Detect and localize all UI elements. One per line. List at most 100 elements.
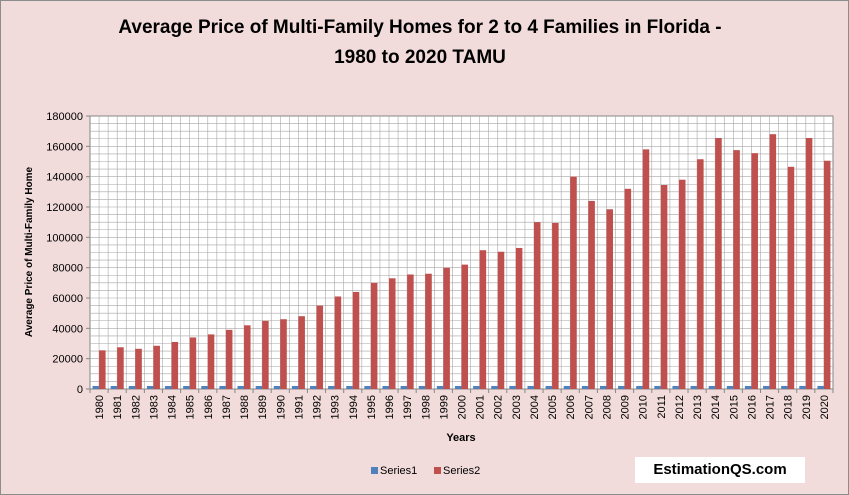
x-tick-label: 1986 bbox=[203, 395, 215, 419]
bar-series2-2010 bbox=[642, 149, 650, 389]
bar-series1-2006 bbox=[563, 385, 571, 389]
bar-series2-1997 bbox=[407, 274, 414, 389]
bar-series2-2008 bbox=[606, 209, 613, 389]
bar-series1-1994 bbox=[346, 385, 353, 389]
bar-series1-1998 bbox=[418, 385, 426, 389]
bar-series2-2000 bbox=[461, 264, 469, 389]
bar-series1-2020 bbox=[817, 385, 824, 389]
bar-series1-2010 bbox=[636, 385, 643, 389]
bar-series2-2004 bbox=[533, 222, 541, 389]
bar-series1-1980 bbox=[92, 385, 100, 389]
bar-series2-1985 bbox=[189, 337, 197, 389]
x-tick-label: 1985 bbox=[185, 395, 197, 419]
x-tick-label: 2013 bbox=[692, 395, 704, 419]
bar-series1-2004 bbox=[527, 385, 534, 389]
x-axis-ticks: 1980 1981 1982 1983 1984 1985 1986 1987 1988 1989… bbox=[89, 389, 834, 419]
x-tick-label: 2015 bbox=[728, 395, 740, 419]
bar-series2-1983 bbox=[153, 345, 160, 389]
bar-series1-1992 bbox=[310, 385, 317, 389]
bar-series2-2018 bbox=[787, 166, 795, 389]
bar-series1-1999 bbox=[436, 385, 444, 389]
bar-series1-2017 bbox=[763, 385, 770, 389]
bar-series2-1986 bbox=[207, 334, 215, 389]
x-tick-label: 2006 bbox=[565, 395, 577, 419]
bar-series2-2016 bbox=[751, 153, 758, 389]
bar-series2-1982 bbox=[135, 348, 142, 389]
x-tick-label: 1996 bbox=[384, 395, 396, 419]
bar-series2-2001 bbox=[479, 250, 487, 389]
x-tick-label: 2007 bbox=[583, 395, 595, 419]
bar-series1-2016 bbox=[744, 385, 752, 389]
bar-series1-1987 bbox=[219, 385, 226, 389]
x-tick-label: 1991 bbox=[293, 395, 305, 419]
bar-series2-2011 bbox=[660, 185, 668, 389]
x-tick-label: 2020 bbox=[819, 395, 831, 419]
x-tick-label: 2010 bbox=[638, 395, 650, 419]
bar-series1-2005 bbox=[545, 385, 553, 389]
y-axis-ticks: 0 20000 40000 60000 80000 100000 120000 140000 1… bbox=[46, 111, 90, 396]
x-tick-label: 1999 bbox=[438, 395, 450, 419]
bar-series2-2019 bbox=[805, 137, 813, 389]
watermark-badge: EstimationQS.com bbox=[635, 457, 805, 483]
bar-series2-2005 bbox=[552, 222, 559, 389]
bar-series2-1981 bbox=[117, 347, 124, 389]
bar-series1-2000 bbox=[454, 385, 462, 389]
x-tick-label: 2011 bbox=[656, 395, 668, 419]
x-tick-label: 1998 bbox=[420, 395, 432, 419]
legend-label-series2: Series2 bbox=[443, 465, 480, 477]
bar-series2-1995 bbox=[370, 282, 378, 389]
legend-label-series1: Series1 bbox=[380, 465, 417, 477]
x-tick-label: 1994 bbox=[348, 395, 360, 419]
x-tick-label: 2018 bbox=[783, 395, 795, 419]
y-tick-label: 100000 bbox=[46, 232, 83, 244]
x-tick-label: 1987 bbox=[221, 395, 233, 419]
bar-series1-1986 bbox=[201, 385, 208, 389]
bar-series2-2003 bbox=[515, 247, 523, 389]
bar-series2-1992 bbox=[316, 305, 324, 389]
bar-series2-2002 bbox=[497, 251, 505, 389]
x-tick-label: 1993 bbox=[330, 395, 342, 419]
bar-series2-1991 bbox=[298, 316, 305, 389]
bar-series1-1991 bbox=[291, 385, 299, 389]
bar-series1-1981 bbox=[110, 385, 118, 389]
bar-series1-1993 bbox=[328, 385, 335, 389]
bar-series2-1996 bbox=[389, 278, 396, 389]
x-tick-label: 1988 bbox=[239, 395, 251, 419]
bar-series2-2007 bbox=[588, 200, 595, 389]
legend-swatch-series2 bbox=[434, 467, 441, 474]
chart-title-line-2: 1980 to 2020 TAMU bbox=[334, 47, 506, 68]
bar-series1-2009 bbox=[618, 385, 625, 389]
bar-series1-2011 bbox=[654, 385, 661, 389]
bar-series1-2014 bbox=[708, 385, 716, 389]
legend-swatch-series1 bbox=[371, 467, 378, 474]
bar-series2-2017 bbox=[769, 134, 777, 389]
bar-series1-2015 bbox=[726, 385, 734, 389]
bars bbox=[92, 134, 831, 389]
x-tick-label: 1980 bbox=[94, 395, 106, 419]
x-tick-label: 2009 bbox=[620, 395, 632, 419]
x-tick-label: 2014 bbox=[710, 395, 722, 419]
bar-series1-1989 bbox=[255, 385, 263, 389]
x-tick-label: 2012 bbox=[674, 395, 686, 419]
bar-series2-1988 bbox=[244, 325, 251, 389]
bar-series1-1983 bbox=[146, 385, 154, 389]
bar-series2-1990 bbox=[280, 319, 287, 389]
x-tick-label: 1989 bbox=[257, 395, 269, 419]
x-axis-label: Years bbox=[446, 432, 475, 444]
x-tick-label: 2005 bbox=[547, 395, 559, 419]
bar-series2-2012 bbox=[678, 179, 686, 389]
bar-series2-2014 bbox=[715, 137, 722, 389]
bar-series1-1995 bbox=[364, 385, 371, 389]
y-tick-label: 20000 bbox=[52, 354, 83, 366]
bar-series2-2015 bbox=[733, 150, 740, 389]
bar-series2-1989 bbox=[262, 320, 269, 389]
x-tick-label: 2002 bbox=[493, 395, 505, 419]
x-tick-label: 1983 bbox=[148, 395, 160, 419]
bar-series2-2020 bbox=[823, 160, 831, 389]
bar-series1-1984 bbox=[165, 385, 172, 389]
x-tick-label: 1992 bbox=[312, 395, 324, 419]
bar-series2-2009 bbox=[624, 188, 632, 389]
bar-series1-2008 bbox=[599, 385, 607, 389]
bar-series1-1996 bbox=[382, 385, 390, 389]
bar-series2-1998 bbox=[425, 273, 432, 389]
